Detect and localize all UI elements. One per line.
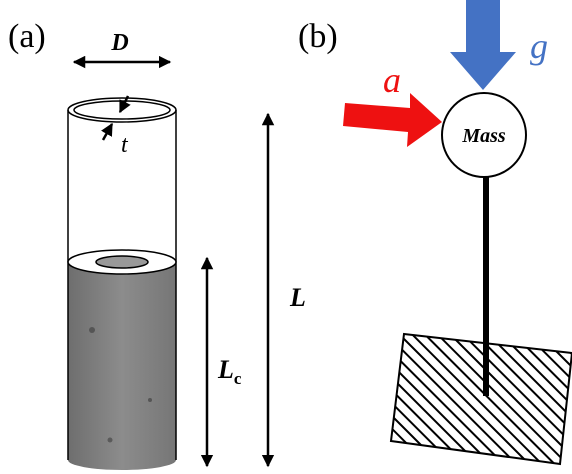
concrete-core [96, 256, 148, 268]
concrete-length-label: Lc [217, 355, 242, 388]
thickness-label: t [121, 132, 129, 158]
panel-label: (a) [8, 18, 46, 55]
concrete [68, 262, 176, 470]
symbol: L [217, 355, 234, 384]
acceleration-label: a [383, 60, 401, 100]
texture [148, 398, 152, 402]
length-label: L [289, 283, 306, 312]
thickness-arrow [103, 124, 112, 140]
base [391, 334, 572, 464]
panel-label: (b) [298, 18, 338, 55]
gravity-label: g [530, 26, 548, 66]
mass-label: Mass [461, 125, 506, 147]
texture [108, 438, 113, 443]
diameter-label: D [110, 30, 128, 56]
gravity-arrow [450, 0, 516, 90]
diagram: (a) D t L Lc (b) g a Mass [0, 0, 572, 474]
subscript: c [234, 369, 242, 388]
texture [89, 327, 95, 333]
acceleration-arrow [343, 93, 442, 147]
